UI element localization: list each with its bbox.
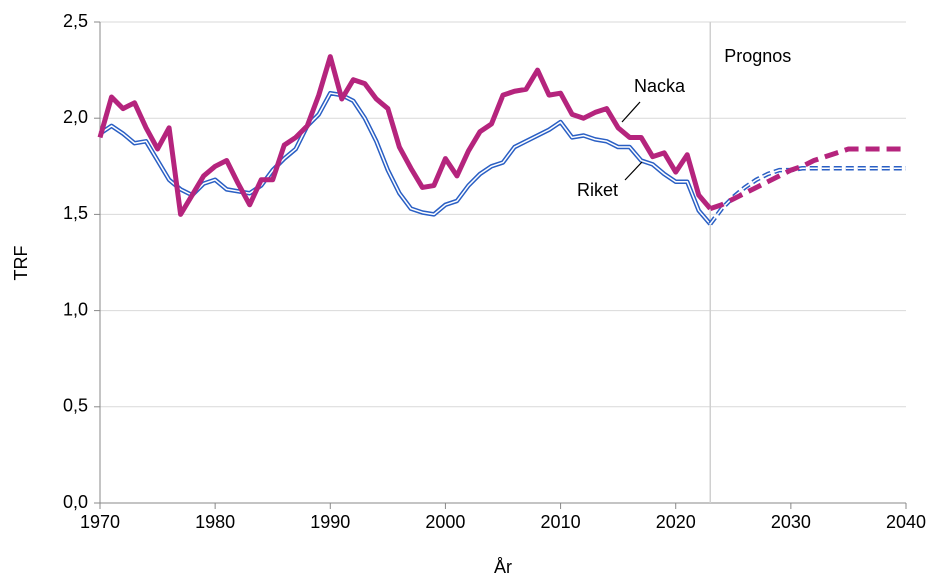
series-label: Nacka bbox=[634, 76, 686, 96]
leader-nacka bbox=[621, 101, 641, 123]
y-tick-label: 2,5 bbox=[63, 11, 88, 31]
x-tick-label: 1990 bbox=[310, 512, 350, 532]
x-tick-label: 2020 bbox=[656, 512, 696, 532]
line-riket-forecast-inner bbox=[709, 167, 906, 225]
line-riket-inner bbox=[99, 92, 711, 225]
series-label: Riket bbox=[577, 180, 618, 200]
y-tick-label: 2,0 bbox=[63, 107, 88, 127]
x-tick-label: 1980 bbox=[195, 512, 235, 532]
line-nacka-forecast bbox=[709, 146, 906, 211]
x-tick-label: 2030 bbox=[771, 512, 811, 532]
leader-riket bbox=[624, 161, 643, 181]
y-tick-label: 0,0 bbox=[63, 492, 88, 512]
x-axis-title: År bbox=[494, 557, 512, 577]
x-tick-label: 2010 bbox=[541, 512, 581, 532]
y-tick-label: 0,5 bbox=[63, 396, 88, 416]
line-nacka bbox=[97, 54, 713, 217]
x-tick-label: 2000 bbox=[425, 512, 465, 532]
forecast-label: Prognos bbox=[724, 46, 791, 66]
y-tick-label: 1,0 bbox=[63, 299, 88, 319]
y-tick-label: 1,5 bbox=[63, 203, 88, 223]
x-tick-label: 1970 bbox=[80, 512, 120, 532]
y-axis-title: TRF bbox=[11, 246, 31, 281]
x-tick-label: 2040 bbox=[886, 512, 926, 532]
